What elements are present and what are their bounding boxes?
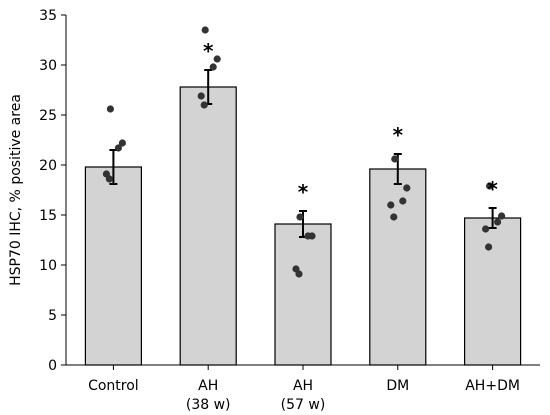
y-tick-label-0: 0: [48, 358, 57, 374]
significance-star-1: *: [203, 39, 214, 63]
y-tick-label-20: 20: [39, 158, 57, 174]
x-tick-label-4: AH+DM: [465, 378, 520, 394]
y-tick-label-10: 10: [39, 258, 57, 274]
error-bars: [109, 69, 497, 238]
data-point-0-1: [118, 139, 126, 147]
data-point-2-2: [304, 232, 312, 240]
data-point-3-4: [390, 213, 398, 221]
bar-1: [179, 86, 237, 366]
data-point-4-3: [482, 225, 490, 233]
data-point-1-3: [197, 92, 205, 100]
data-point-1-4: [200, 101, 208, 109]
bar-2: [274, 223, 332, 366]
data-point-4-4: [485, 243, 493, 251]
data-point-3-2: [399, 197, 407, 205]
data-points: [102, 26, 506, 278]
bar-4: [464, 217, 522, 366]
data-point-3-0: [391, 155, 399, 163]
data-point-2-0: [296, 213, 304, 221]
y-axis-title: HSP70 IHC, % positive area: [8, 94, 24, 286]
data-point-1-1: [213, 55, 221, 63]
bar-3: [369, 168, 427, 366]
data-point-3-1: [403, 184, 411, 192]
y-tick-label-25: 25: [39, 108, 57, 124]
data-point-4-0: [486, 182, 494, 190]
data-point-1-2: [209, 63, 217, 71]
axes: 0 5 10 15 20 25 30 35 Control AH (38 w) AH (57 w) DM A…: [39, 8, 540, 413]
significance-star-3: *: [393, 123, 404, 147]
data-point-4-2: [494, 218, 502, 226]
y-tick-label-15: 15: [39, 208, 57, 224]
data-point-3-3: [387, 201, 395, 209]
significance-star-4: *: [487, 177, 498, 201]
significance-star-2: *: [298, 180, 309, 204]
x-tick-label-1: AH (38 w): [186, 378, 231, 413]
bar-0: [84, 166, 143, 366]
x-tick-label-0: Control: [88, 378, 139, 394]
x-tick-label-2: AH (57 w): [281, 378, 326, 413]
data-point-4-1: [498, 212, 506, 220]
significance-markers: * * * *: [203, 39, 498, 204]
data-point-0-2: [114, 144, 122, 152]
error-bar-4: [488, 207, 497, 229]
y-tick-label-35: 35: [39, 8, 57, 24]
data-point-0-4: [105, 175, 113, 183]
x-tick-label-3: DM: [386, 378, 409, 394]
data-point-1-0: [201, 26, 209, 34]
data-point-2-4: [295, 270, 303, 278]
y-tick-label-30: 30: [39, 58, 57, 74]
data-point-0-0: [106, 105, 114, 113]
y-tick-label-5: 5: [48, 308, 57, 324]
